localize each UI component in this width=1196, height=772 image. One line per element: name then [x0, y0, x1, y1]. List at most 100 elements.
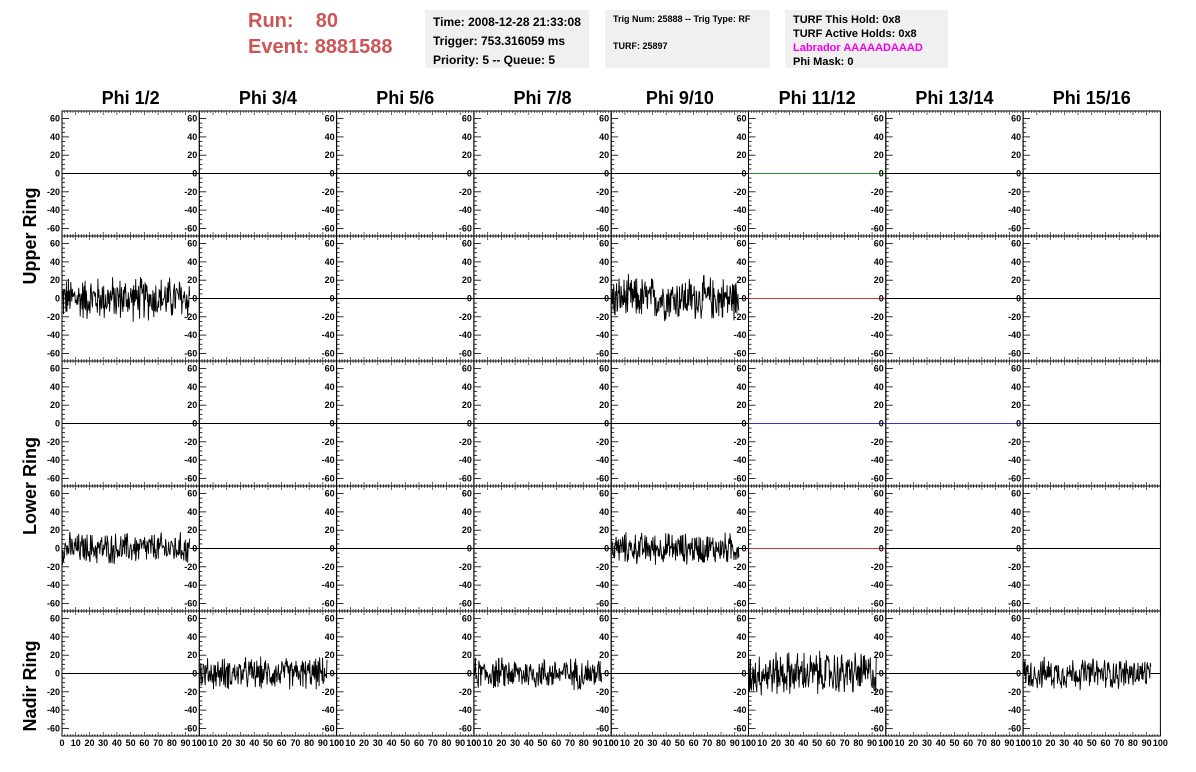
y-tick-label: -60 [871, 598, 884, 608]
y-tick-label: 40 [874, 257, 884, 267]
y-tick-label: 60 [50, 364, 60, 374]
y-tick-label: 60 [50, 239, 60, 249]
y-tick-label: -40 [184, 455, 197, 465]
ring-label: Upper Ring [20, 188, 40, 285]
y-tick-label: -20 [596, 437, 609, 447]
y-tick-label: 20 [1011, 275, 1021, 285]
y-tick-label: 0 [879, 419, 884, 429]
ring-label: Lower Ring [20, 437, 40, 535]
y-tick-label: 0 [741, 294, 746, 304]
y-tick-label: 20 [462, 275, 472, 285]
y-tick-label: 40 [736, 132, 746, 142]
time-info-box: Time: 2008-12-28 21:33:08 Trigger: 753.3… [425, 10, 589, 68]
y-tick-label: -20 [184, 562, 197, 572]
y-tick-label: 0 [879, 169, 884, 179]
y-tick-label: 60 [187, 239, 197, 249]
event-value: 8881588 [314, 36, 393, 58]
y-tick-label: -60 [596, 723, 609, 733]
y-tick-label: 40 [599, 257, 609, 267]
run-value: 80 [315, 10, 339, 32]
y-tick-label: 20 [50, 650, 60, 660]
trig-info-box: Trig Num: 25888 -- Trig Type: RF TURF: 2… [605, 10, 770, 68]
y-tick-label: 0 [604, 169, 609, 179]
y-tick-label: -20 [322, 562, 335, 572]
y-tick-label: 0 [879, 294, 884, 304]
y-tick-label: 0 [330, 544, 335, 554]
y-tick-label: 60 [1011, 114, 1021, 124]
y-tick-label: 20 [187, 275, 197, 285]
y-tick-label: 20 [736, 275, 746, 285]
y-tick-label: 20 [187, 150, 197, 160]
y-tick-label: -20 [1008, 437, 1021, 447]
y-tick-label: 20 [599, 275, 609, 285]
y-tick-label: -20 [47, 437, 60, 447]
trig-num-text: Trig Num: 25888 -- Trig Type: RF [613, 14, 751, 24]
y-tick-label: -60 [184, 723, 197, 733]
y-tick-label: -40 [322, 705, 335, 715]
y-tick-label: 20 [599, 400, 609, 410]
y-tick-label: -40 [871, 455, 884, 465]
y-tick-label: 60 [325, 114, 335, 124]
y-tick-label: -40 [322, 580, 335, 590]
y-tick-label: 0 [55, 294, 60, 304]
y-tick-label: 60 [187, 489, 197, 499]
y-tick-label: 0 [55, 169, 60, 179]
y-tick-label: 60 [1011, 239, 1021, 249]
y-tick-label: 0 [192, 419, 197, 429]
y-tick-label: 0 [741, 169, 746, 179]
y-tick-label: 20 [462, 525, 472, 535]
y-tick-label: 60 [325, 489, 335, 499]
y-tick-label: -20 [459, 312, 472, 322]
y-tick-label: 20 [736, 400, 746, 410]
y-tick-label: -60 [733, 473, 746, 483]
y-tick-label: -60 [733, 348, 746, 358]
y-tick-label: 60 [599, 114, 609, 124]
y-tick-label: -40 [184, 205, 197, 215]
y-tick-label: -60 [184, 348, 197, 358]
y-tick-label: -40 [184, 580, 197, 590]
y-tick-label: 60 [736, 489, 746, 499]
y-tick-label: -20 [596, 687, 609, 697]
y-tick-label: 0 [604, 294, 609, 304]
y-tick-label: -60 [459, 223, 472, 233]
y-tick-label: -40 [184, 330, 197, 340]
y-tick-label: 0 [55, 544, 60, 554]
y-tick-label: -20 [733, 187, 746, 197]
waveform-trace [610, 273, 740, 322]
y-tick-label: 40 [187, 132, 197, 142]
y-tick-label: -40 [47, 705, 60, 715]
y-tick-label: -40 [596, 580, 609, 590]
y-tick-label: 20 [874, 275, 884, 285]
y-tick-label: 0 [330, 669, 335, 679]
y-tick-label: 20 [599, 150, 609, 160]
y-tick-label: -20 [1008, 562, 1021, 572]
y-tick-label: -20 [871, 562, 884, 572]
y-tick-label: -40 [596, 205, 609, 215]
y-tick-label: -20 [596, 312, 609, 322]
y-tick-label: 0 [330, 169, 335, 179]
y-tick-label: -40 [459, 330, 472, 340]
y-tick-label: -20 [184, 687, 197, 697]
waveform-trace [61, 277, 191, 322]
y-tick-label: 20 [599, 650, 609, 660]
y-tick-label: -60 [184, 598, 197, 608]
y-tick-label: -60 [1008, 348, 1021, 358]
y-tick-label: 20 [50, 150, 60, 160]
y-tick-label: -60 [322, 223, 335, 233]
y-tick-label: -40 [733, 205, 746, 215]
y-tick-label: -20 [871, 437, 884, 447]
y-tick-label: -40 [1008, 330, 1021, 340]
turf-text: TURF: 25897 [613, 41, 668, 51]
y-tick-label: -40 [322, 330, 335, 340]
y-tick-label: -40 [47, 330, 60, 340]
y-tick-label: 40 [599, 132, 609, 142]
y-tick-label: -20 [459, 437, 472, 447]
y-tick-label: 0 [604, 419, 609, 429]
y-tick-label: 40 [50, 507, 60, 517]
y-tick-label: -20 [47, 687, 60, 697]
y-tick-label: -40 [596, 330, 609, 340]
y-tick-label: 20 [50, 275, 60, 285]
y-tick-label: -60 [322, 473, 335, 483]
y-tick-label: -60 [47, 223, 60, 233]
